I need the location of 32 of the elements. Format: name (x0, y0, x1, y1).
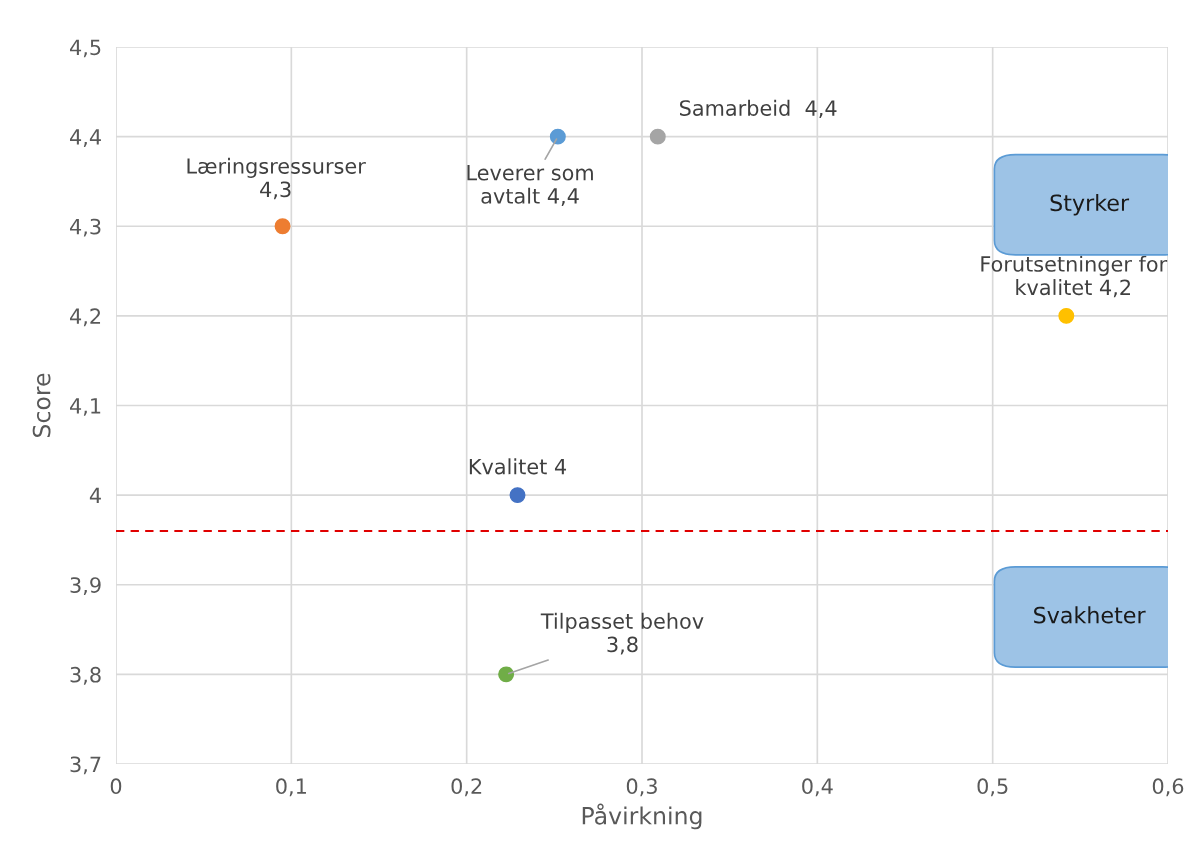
data-label: Tilpasset behov 3,8 (540, 612, 704, 655)
y-tick-label: 3,9 (70, 577, 101, 596)
data-label: Kvalitet 4 (469, 458, 567, 475)
y-tick-label: 3,7 (70, 756, 101, 775)
data-label: Forutsetninger for kvalitet 4,2 (981, 255, 1168, 298)
y-tick-label: 4,3 (70, 218, 101, 237)
point (274, 218, 291, 235)
x-tick-label: 0,1 (276, 778, 306, 797)
data-label: Leverer som avtalt 4,4 (467, 165, 593, 206)
x-tick-label: 0,4 (802, 778, 833, 797)
data-label: Samarbeid 4,4 (679, 99, 837, 119)
x-tick-label: 0,6 (1152, 778, 1184, 797)
annotation: Styrker (1050, 193, 1130, 216)
y-tick-label: 3,8 (70, 666, 101, 685)
y-tick-label: 4,2 (70, 308, 101, 327)
y-axis-title: Score (32, 373, 51, 437)
x-axis-title: Påvirkning (582, 803, 702, 830)
point (509, 487, 526, 504)
point (498, 666, 515, 683)
point (649, 128, 666, 145)
point (549, 128, 566, 145)
x-tick-label: 0,3 (626, 778, 657, 797)
x-tick-label: 0 (110, 778, 122, 795)
y-tick-label: 4,4 (70, 129, 101, 147)
data-label: Læringsressurser 4,3 (187, 157, 366, 200)
y-tick-label: 4,1 (70, 398, 101, 416)
x-tick-label: 0,2 (451, 778, 482, 797)
y-tick-label: 4 (89, 487, 101, 504)
y-tick-label: 4,5 (70, 39, 101, 58)
x-tick-label: 0,5 (977, 778, 1008, 797)
point (1058, 307, 1075, 324)
annotation: Svakheter (1034, 606, 1146, 624)
